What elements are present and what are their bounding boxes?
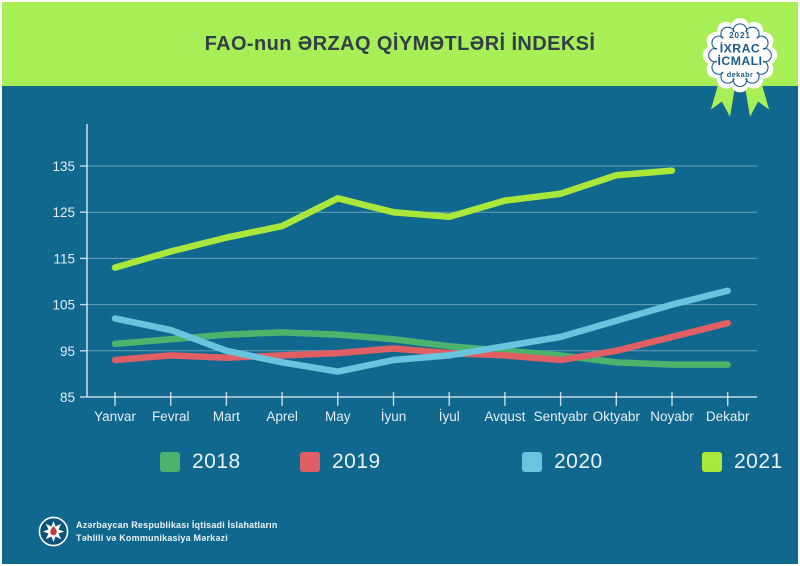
x-label-Avqust: Avqust	[484, 409, 525, 424]
series-line-2019	[111, 319, 731, 364]
report-badge: 2021 İXRAC İCMALI dekabr	[694, 8, 786, 126]
x-label-Fevral: Fevral	[152, 409, 190, 424]
legend-label-2020: 2020	[554, 450, 603, 473]
page-title: FAO-nun ƏRZAQ QİYMƏTLƏRİ İNDEKSİ	[204, 33, 596, 55]
y-label-85: 85	[60, 390, 75, 405]
x-label-İyun: İyun	[381, 409, 407, 424]
series-line-2021	[111, 167, 676, 271]
y-label-105: 105	[52, 298, 75, 313]
legend-swatch-2019	[300, 452, 320, 472]
legend-swatch-2020	[522, 452, 542, 472]
org-name-line2: Təhlili və Kommunikasiya Mərkəzi	[76, 532, 228, 543]
x-label-May: May	[325, 409, 351, 424]
legend-item-2021: 2021	[702, 450, 783, 474]
y-label-95: 95	[60, 344, 75, 359]
legend-swatch-2021	[702, 452, 722, 472]
series-line-2018	[111, 329, 731, 368]
legend-item-2019: 2019	[300, 450, 381, 474]
series-line-2020	[111, 287, 731, 375]
x-label-Aprel: Aprel	[266, 409, 298, 424]
x-label-Mart: Mart	[213, 409, 240, 424]
y-label-115: 115	[53, 251, 75, 266]
legend-item-2018: 2018	[160, 450, 241, 474]
x-label-Yanvar: Yanvar	[94, 409, 136, 424]
line-chart: 85 95 105 115 125 135 Yanvar Fevral Mart Aprel May…	[2, 107, 798, 437]
legend-label-2019: 2019	[332, 450, 381, 473]
badge-line2: İCMALI	[718, 53, 763, 68]
x-label-Sentyabr: Sentyabr	[534, 409, 589, 424]
emblem-flame	[50, 526, 57, 536]
footer: Azərbaycan Respublikası İqtisadi İslahat…	[38, 516, 278, 547]
title-banner	[2, 2, 798, 86]
badge-year: 2021	[729, 31, 751, 40]
legend-label-2021: 2021	[734, 450, 783, 473]
badge-month: dekabr	[727, 70, 754, 79]
badge-line1: İXRAC	[720, 40, 760, 55]
legend-label-2018: 2018	[192, 450, 241, 473]
y-label-135: 135	[52, 159, 75, 174]
y-label-125: 125	[52, 205, 75, 220]
chart-legend: 2018 2019 2020 2021	[2, 450, 798, 480]
legend-swatch-2018	[160, 452, 180, 472]
org-name-line1: Azərbaycan Respublikası İqtisadi İslahat…	[76, 519, 278, 530]
rosette-seal-icon: 2021 İXRAC İCMALI dekabr	[702, 17, 778, 117]
x-label-Oktyabr: Oktyabr	[593, 409, 641, 424]
legend-item-2020: 2020	[522, 450, 603, 474]
x-label-İyul: İyul	[439, 409, 460, 424]
x-label-Noyabr: Noyabr	[650, 409, 694, 424]
fao-index-chart: 85 95 105 115 125 135 Yanvar Fevral Mart Aprel May…	[52, 124, 757, 424]
azerbaijan-emblem-icon	[38, 516, 69, 547]
x-label-Dekabr: Dekabr	[706, 409, 750, 424]
